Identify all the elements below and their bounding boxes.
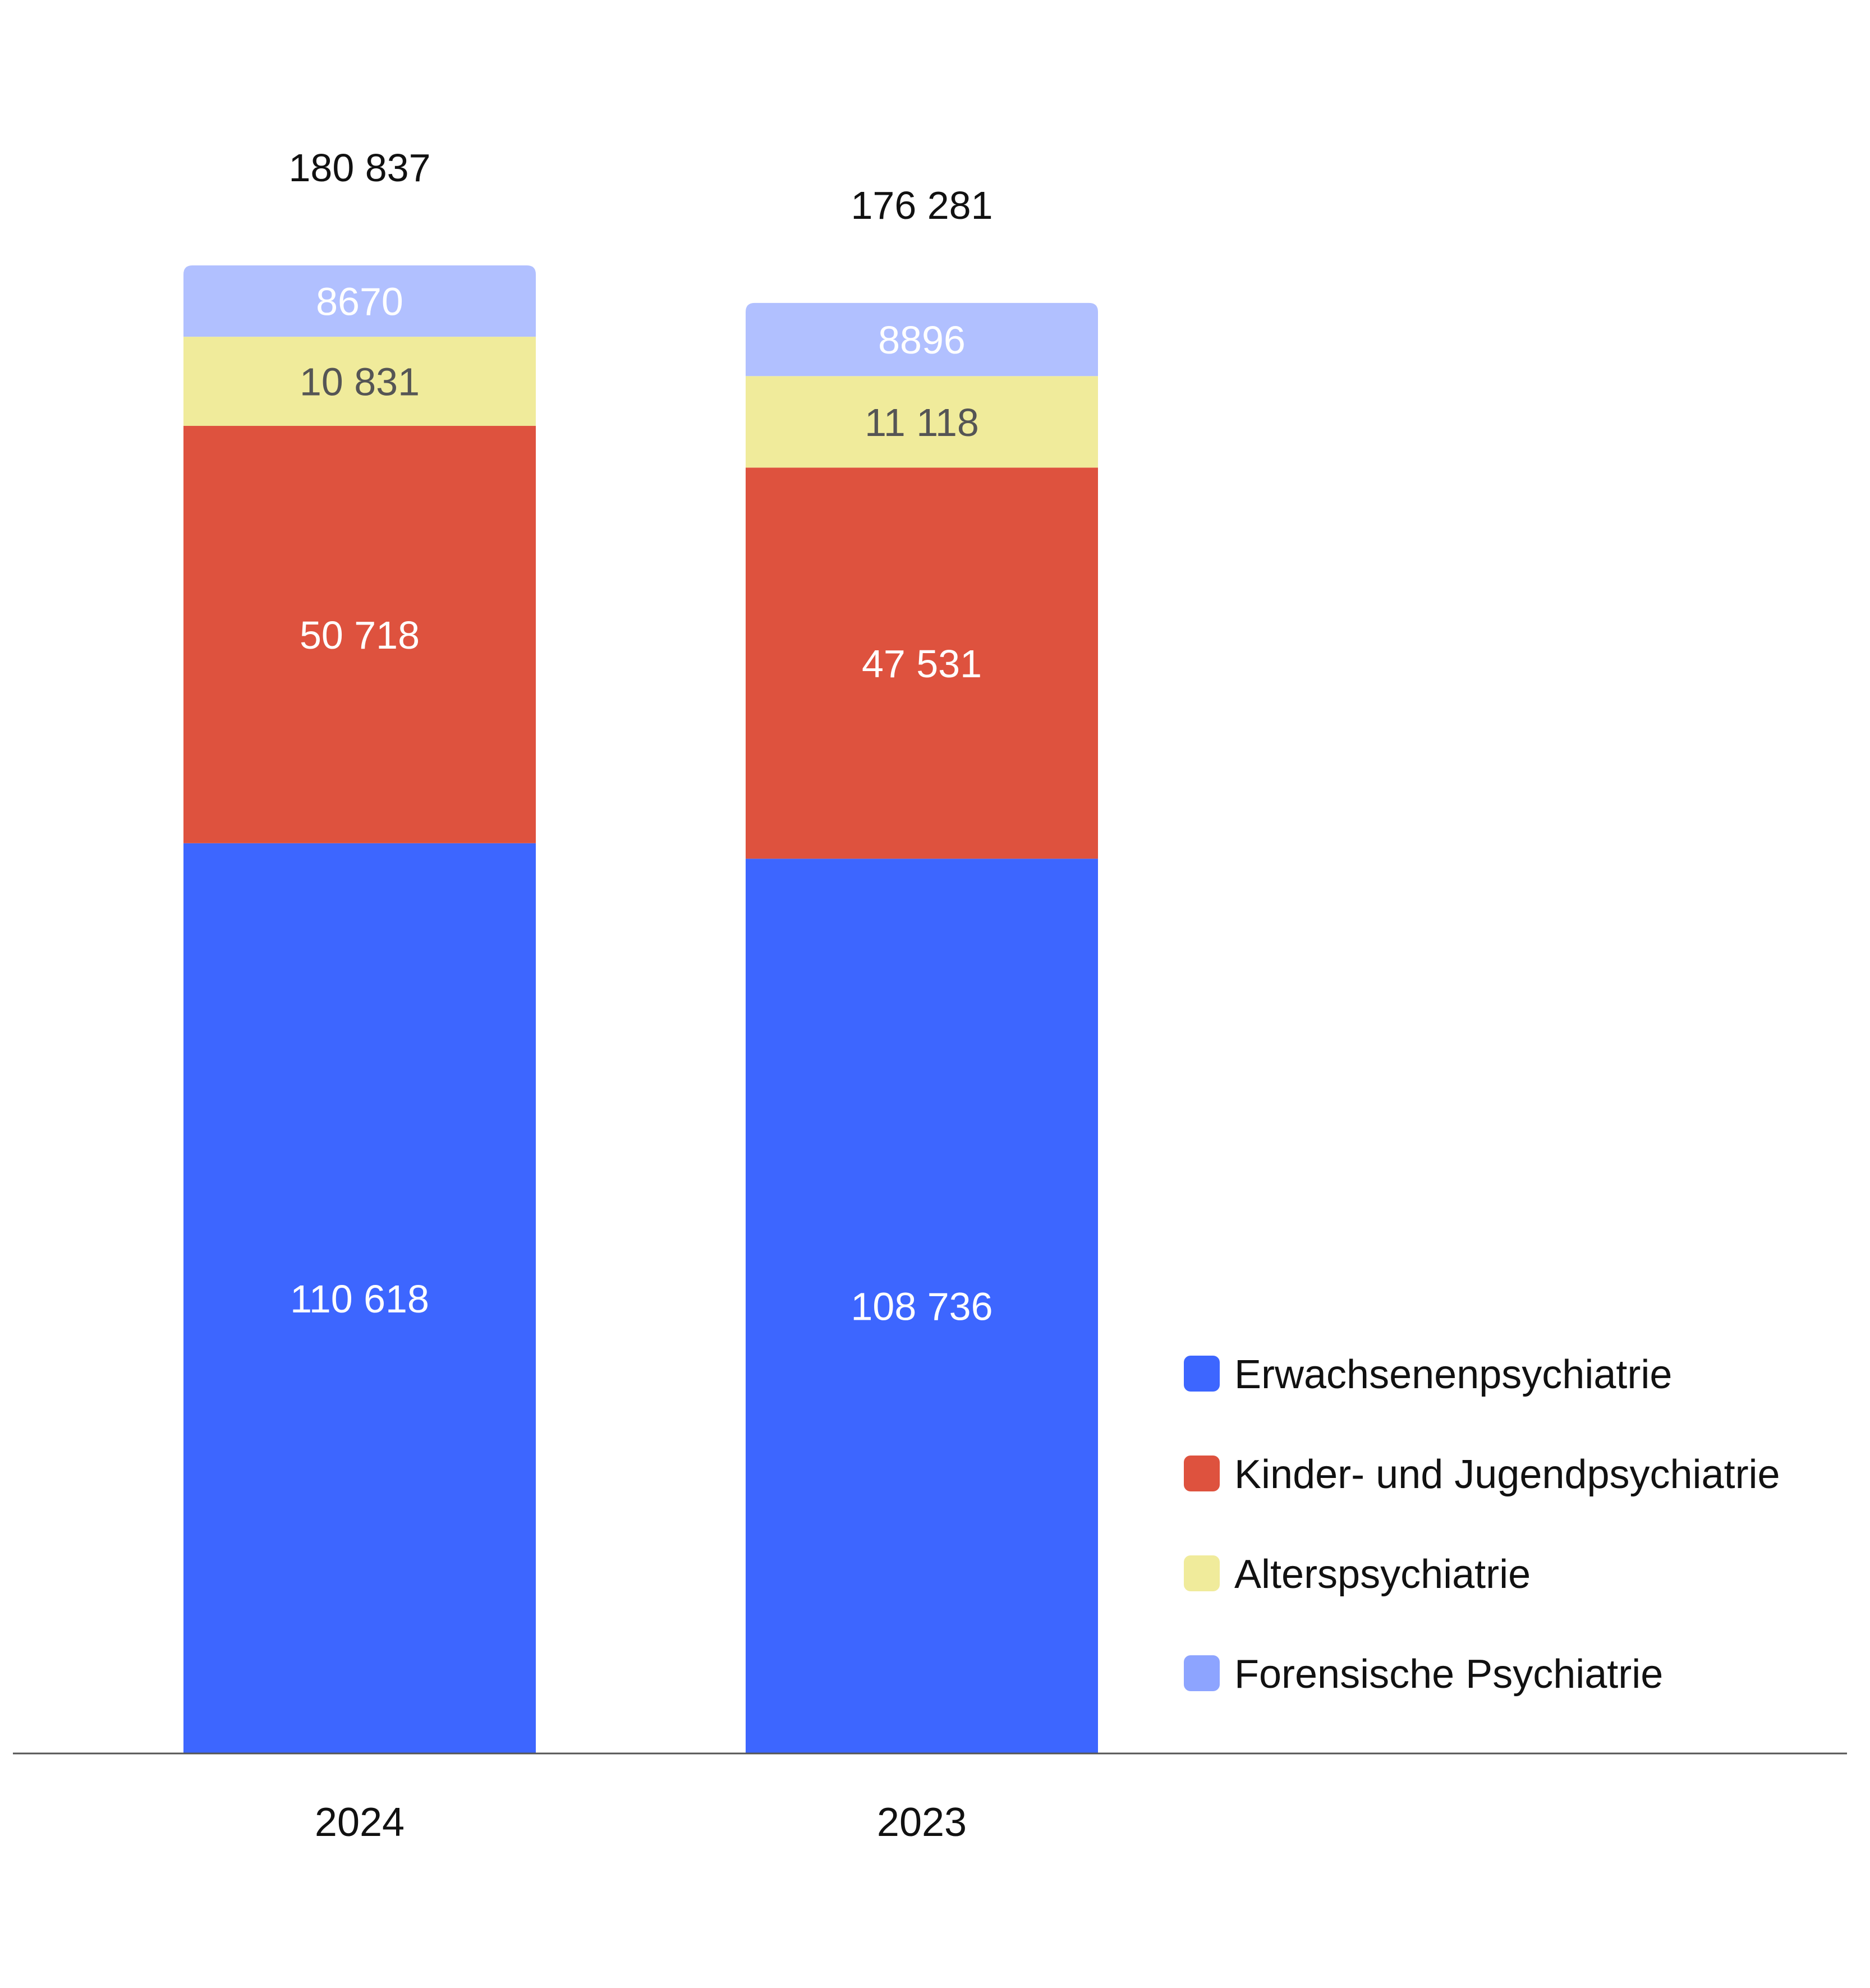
legend-label: Kinder- und Jugendpsychiatrie [1234,1452,1780,1497]
legend-swatch [1184,1555,1220,1591]
legend-label: Erwachsenenpsychiatrie [1234,1352,1672,1397]
legend: Erwachsenenpsychiatrie Kinder- und Jugend… [1184,1352,1780,1697]
legend-swatch [1184,1456,1220,1491]
bar-segment-2023-forensische-psychiatrie [746,302,1098,377]
legend-label: Alterspsychiatrie [1234,1552,1531,1597]
legend-swatch [1184,1655,1220,1691]
data-label: 47 531 [862,642,982,686]
legend-label: Forensische Psychiatrie [1234,1652,1663,1697]
bar-segment-2024-erwachsenenpsychiatrie [183,843,536,1753]
x-axis-labels: 2024 2023 [315,1800,967,1845]
data-label: 11 118 [865,401,979,444]
legend-swatch [1184,1356,1220,1392]
total-label: 180 837 [288,146,430,190]
bars-layer: 110 618 50 718 10 831 8670 180 837 108 736 47 … [183,146,1098,1753]
data-label: 50 718 [300,613,420,657]
data-label: 108 736 [851,1285,993,1329]
total-label: 176 281 [851,183,993,227]
x-tick-label: 2023 [877,1800,967,1845]
data-label: 110 618 [290,1277,429,1321]
data-label: 10 831 [300,360,420,404]
bar-segment-2024-forensische-psychiatrie [183,265,536,337]
data-label: 8670 [316,280,403,324]
bar-segment-2023-kinder-und-jugendpsychiatrie [746,467,1098,859]
x-tick-label: 2024 [315,1800,405,1845]
bar-segment-2023-alterspsychiatrie [746,376,1098,468]
bar-segment-2023-erwachsenenpsychiatrie [746,858,1098,1753]
bar-segment-2024-kinder-und-jugendpsychiatrie [183,426,536,843]
bar-segment-2024-alterspsychiatrie [183,337,536,426]
data-label: 8896 [878,318,966,362]
